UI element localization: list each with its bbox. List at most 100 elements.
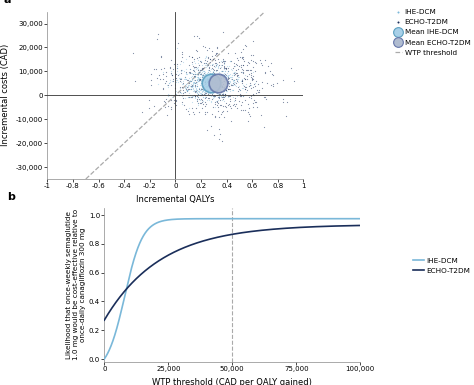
Point (200, 86, 208, 92)
Point (201, 79, 209, 85)
Point (208, 79, 215, 85)
Point (215, 136, 223, 142)
Point (219, 57, 227, 63)
Point (183, 87, 191, 93)
Point (219, 72, 226, 79)
Point (191, 80, 199, 86)
Point (220, 70, 228, 76)
Point (208, 85, 215, 91)
Point (212, 84, 220, 90)
Point (191, 64, 198, 70)
Point (169, 66, 177, 72)
Point (210, 56, 217, 62)
Point (200, 82, 208, 88)
Point (193, 55, 201, 61)
Point (195, 76, 202, 82)
Point (193, 65, 201, 71)
Point (186, 78, 194, 84)
Point (186, 78, 194, 84)
Point (197, 90, 204, 96)
Point (220, 85, 228, 91)
Point (195, 69, 202, 75)
Point (214, 76, 221, 82)
Point (190, 67, 197, 73)
Point (209, 91, 216, 97)
Point (195, 86, 203, 92)
Point (192, 47, 200, 53)
Point (199, 92, 206, 98)
Point (205, 83, 212, 89)
Point (213, 101, 220, 107)
Point (196, 74, 204, 80)
Point (200, 83, 207, 89)
Point (185, 111, 193, 117)
Point (210, 89, 217, 95)
Point (172, 74, 179, 80)
Point (220, 77, 228, 84)
Point (258, 85, 265, 92)
Point (197, 92, 205, 98)
Point (225, 84, 232, 90)
Point (204, 78, 211, 84)
Point (215, 71, 222, 77)
Point (223, 70, 230, 77)
Point (198, 89, 206, 95)
Point (219, 95, 227, 102)
Point (214, 67, 221, 73)
Point (220, 60, 228, 67)
Point (202, 71, 210, 77)
Point (239, 93, 247, 99)
Point (316, 79, 323, 85)
Point (215, 93, 223, 99)
Point (182, 82, 190, 89)
Point (178, 76, 185, 82)
Point (214, 86, 221, 92)
Point (147, 77, 155, 84)
Point (220, 92, 228, 98)
Point (211, 77, 219, 83)
Point (255, 89, 262, 95)
Point (160, 65, 168, 71)
Point (225, 80, 232, 86)
Point (219, 81, 227, 87)
Point (190, 109, 197, 115)
Point (234, 77, 241, 83)
Point (213, 92, 220, 98)
Point (239, 70, 247, 76)
Point (217, 102, 225, 108)
Point (191, 82, 199, 88)
Point (207, 85, 215, 91)
Point (213, 60, 220, 67)
Point (224, 73, 232, 79)
Point (173, 77, 181, 83)
Point (205, 92, 213, 98)
Point (205, 77, 212, 84)
Point (147, 82, 155, 88)
Point (218, 73, 226, 79)
Point (239, 85, 246, 92)
Point (191, 73, 199, 79)
Point (198, 65, 206, 71)
Point (202, 80, 210, 86)
Point (203, 75, 211, 81)
Point (239, 93, 247, 99)
Point (184, 86, 192, 92)
Point (200, 86, 208, 92)
Point (209, 66, 217, 72)
Point (233, 92, 241, 99)
Point (249, 38, 257, 44)
Point (182, 69, 190, 75)
Point (201, 89, 209, 95)
Point (181, 76, 189, 82)
Point (164, 103, 172, 109)
Point (201, 60, 208, 67)
Point (200, 89, 208, 95)
Point (172, 82, 179, 88)
Point (194, 70, 201, 77)
Point (207, 93, 215, 99)
Point (237, 64, 245, 70)
Point (226, 75, 233, 81)
Point (185, 94, 193, 100)
Point (225, 79, 232, 85)
Point (237, 49, 245, 55)
